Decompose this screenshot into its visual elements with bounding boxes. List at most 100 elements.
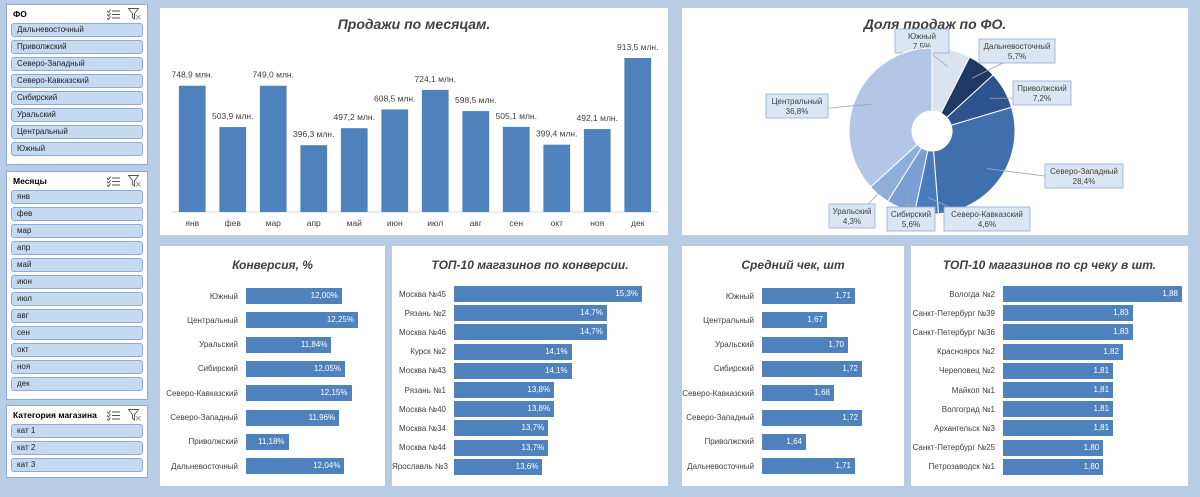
- slicer-fo-item[interactable]: Сибирский: [11, 91, 143, 105]
- category-label: Приволжский: [704, 437, 754, 447]
- bar-row: Москва №34 13,7%: [392, 420, 549, 437]
- category-label: Москва №45: [398, 289, 446, 299]
- slicer-fo-item[interactable]: Дальневосточный: [11, 23, 143, 37]
- slicer-month-item[interactable]: авг: [11, 309, 143, 323]
- bar-row: Северо-Кавказский 1,68: [682, 385, 834, 402]
- multi-select-icon[interactable]: [107, 409, 120, 421]
- clear-filter-icon[interactable]: [128, 8, 141, 20]
- bar-row: Москва №45 15,3%: [392, 286, 642, 302]
- slice-value-label: 36,8%: [786, 107, 809, 116]
- data-label: 1,83: [1113, 327, 1129, 337]
- tick-label: апр: [307, 218, 321, 228]
- bar: [259, 85, 287, 212]
- category-label: Москва №34: [398, 423, 446, 433]
- pie-label-box: [1044, 163, 1124, 189]
- bar-row: Рязань №1 13,8%: [392, 382, 555, 398]
- slicer-category-title: Категория магазина: [13, 410, 97, 420]
- data-label: 749,0 млн.: [253, 70, 295, 80]
- monthly-sales-panel: Продажи по месяцам. 748,9 млн. янв 503,9 м…: [160, 8, 668, 235]
- data-label: 14,1%: [544, 365, 568, 375]
- slicer-month-item[interactable]: фев: [11, 207, 143, 221]
- category-label: Северо-Западный: [170, 413, 238, 422]
- bar-row: Южный 1,71: [682, 288, 855, 304]
- bar-row: Архангельск №3 1,81: [911, 420, 1114, 437]
- slicer-category: Категория магазина кат 1 кат 2 кат 3: [6, 405, 148, 478]
- slicer-fo-item[interactable]: Южный: [11, 142, 143, 156]
- slicer-month-item[interactable]: дек: [11, 377, 143, 391]
- slice-name-label: Сибирский: [891, 210, 931, 219]
- data-label: 11,84%: [300, 339, 328, 349]
- bar: [543, 144, 571, 212]
- category-label: Северо-Западный: [686, 413, 754, 422]
- data-label: 1,80: [1083, 442, 1100, 452]
- slice-value-label: 4,6%: [978, 220, 996, 229]
- slicer-month-item[interactable]: июн: [11, 275, 143, 289]
- top-conversion-title: ТОП-10 магазинов по конверсии.: [431, 258, 629, 272]
- tick-label: авг: [470, 218, 482, 228]
- bar-row: Северо-Западный 1,72: [682, 409, 862, 426]
- bar: 1,71: [762, 288, 855, 304]
- bar-row: Москва №43 14,1%: [392, 362, 572, 379]
- data-label: 1,71: [835, 291, 851, 300]
- share-panel: Доля продаж по ФО. Южный 7,5% Дальневосточ…: [682, 8, 1188, 235]
- clear-filter-icon[interactable]: [128, 175, 141, 187]
- slicer-fo-item[interactable]: Северо-Кавказский: [11, 74, 143, 88]
- data-label: 1,70: [828, 339, 844, 349]
- slicer-month-item[interactable]: апр: [11, 241, 143, 255]
- multi-select-icon[interactable]: [107, 175, 120, 187]
- data-label: 13,8%: [527, 404, 551, 414]
- slicer-category-item[interactable]: кат 3: [11, 458, 143, 472]
- data-label: 12,04%: [313, 461, 341, 471]
- data-label: 1,71: [835, 461, 851, 471]
- tick-label: янв: [185, 218, 199, 228]
- data-label: 748,9 млн.: [172, 70, 214, 80]
- bar-row: Северо-Западный 11,96%: [160, 409, 340, 426]
- monthly-sales-title: Продажи по месяцам.: [337, 16, 491, 32]
- data-label: 14,7%: [580, 308, 603, 318]
- slicer-category-item[interactable]: кат 2: [11, 441, 143, 455]
- bar: 13,7%: [454, 439, 549, 456]
- data-label: 1,72: [842, 363, 858, 373]
- multi-select-icon[interactable]: [107, 8, 120, 20]
- tick-label: сен: [509, 218, 523, 228]
- tick-label: ноя: [590, 218, 604, 228]
- slice-value-label: 7,5%: [913, 42, 931, 51]
- data-label: 12,15%: [320, 388, 348, 398]
- pie-label-box: [978, 38, 1056, 64]
- slicer-month-item[interactable]: сен: [11, 326, 143, 340]
- slice-name-label: Центральный: [772, 97, 823, 106]
- slicer-month-item[interactable]: янв: [11, 190, 143, 204]
- slicer-fo-item[interactable]: Приволжский: [11, 40, 143, 54]
- bar: 13,8%: [454, 382, 555, 398]
- data-label: 399,4 млн.: [536, 129, 578, 139]
- bar: 1,70: [762, 336, 848, 353]
- slicer-month-item[interactable]: май: [11, 258, 143, 272]
- clear-filter-icon[interactable]: [128, 409, 141, 421]
- data-label: 1,72: [842, 412, 858, 422]
- category-label: Северо-Кавказский: [682, 388, 754, 398]
- slicer-month-item[interactable]: ноя: [11, 360, 143, 374]
- category-label: Череповец №2: [939, 366, 995, 376]
- slicer-month-item[interactable]: мар: [11, 224, 143, 238]
- tick-label: дек: [631, 218, 645, 228]
- data-label: 1,67: [807, 315, 823, 325]
- slice-name-label: Приволжский: [1017, 84, 1067, 93]
- data-label: 13,6%: [515, 461, 539, 471]
- category-label: Архангельск №3: [934, 423, 995, 433]
- monthly-sales-chart: 748,9 млн. янв 503,9 млн. фев 749,0 млн. мар 3…: [172, 42, 659, 228]
- slice-value-label: 4,3%: [843, 217, 861, 226]
- bar: [502, 126, 530, 212]
- category-label: Петрозаводск №1: [928, 462, 995, 472]
- slicer-fo-item[interactable]: Уральский: [11, 108, 143, 122]
- data-label: 11,96%: [308, 412, 336, 422]
- bar: 1,64: [762, 433, 806, 450]
- slicer-month-item[interactable]: июл: [11, 292, 143, 306]
- slicer-fo-item[interactable]: Центральный: [11, 125, 143, 139]
- bar: [462, 111, 490, 212]
- bar: 1,72: [762, 409, 862, 426]
- slicer-month-item[interactable]: окт: [11, 343, 143, 357]
- slicer-fo-item[interactable]: Северо-Западный: [11, 57, 143, 71]
- conversion-panel: Конверсия, % Южный 12,00% Центральный 12,25…: [160, 246, 385, 486]
- slicer-category-item[interactable]: кат 1: [11, 424, 143, 438]
